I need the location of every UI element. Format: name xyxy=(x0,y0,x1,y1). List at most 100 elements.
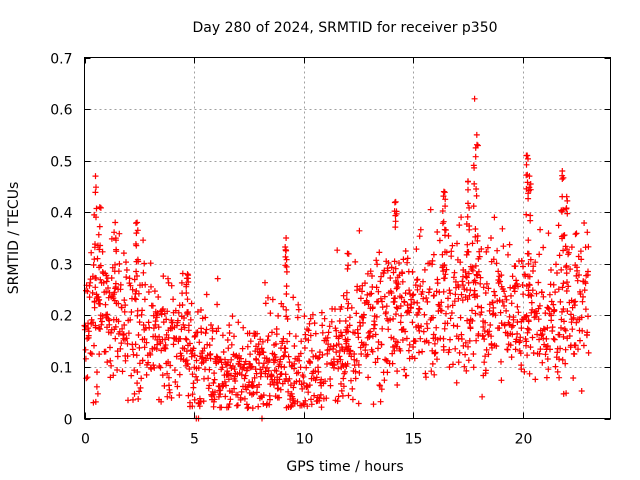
data-point xyxy=(523,172,530,179)
data-point xyxy=(102,301,109,308)
data-point xyxy=(397,319,404,326)
data-point xyxy=(577,248,584,255)
data-point xyxy=(418,323,425,330)
data-point xyxy=(87,350,94,357)
data-point xyxy=(344,305,351,312)
data-point xyxy=(585,349,592,356)
data-point xyxy=(234,391,241,398)
data-point xyxy=(383,303,390,310)
data-point xyxy=(562,346,569,353)
data-point xyxy=(141,344,148,351)
data-point xyxy=(377,398,384,405)
data-point xyxy=(191,396,198,403)
data-point xyxy=(556,331,563,338)
data-point xyxy=(524,352,531,359)
data-point xyxy=(444,320,451,327)
data-point xyxy=(492,292,498,299)
data-point xyxy=(563,205,570,212)
data-point xyxy=(463,274,470,281)
data-point xyxy=(372,331,379,338)
data-point xyxy=(283,283,290,290)
data-point xyxy=(184,296,191,303)
data-point xyxy=(578,388,585,394)
data-point xyxy=(112,335,119,342)
data-point xyxy=(154,310,161,317)
data-point xyxy=(282,345,289,352)
data-point xyxy=(483,248,490,255)
data-point xyxy=(513,280,520,287)
data-point xyxy=(245,404,252,411)
data-point xyxy=(282,247,289,254)
data-point xyxy=(91,342,97,349)
data-point xyxy=(141,296,148,303)
data-point xyxy=(141,260,148,267)
data-point xyxy=(572,231,579,238)
data-point xyxy=(476,253,483,260)
data-point xyxy=(148,283,154,290)
data-point xyxy=(462,273,469,280)
data-point xyxy=(416,306,423,313)
data-point xyxy=(92,284,99,291)
data-point xyxy=(379,298,385,305)
data-point xyxy=(392,224,399,231)
data-point xyxy=(571,351,578,357)
data-point xyxy=(548,317,555,324)
data-point xyxy=(563,270,570,277)
data-point xyxy=(566,333,573,339)
data-point xyxy=(137,384,144,391)
data-point xyxy=(542,310,549,317)
data-point xyxy=(356,369,363,376)
data-point xyxy=(305,337,312,344)
data-point xyxy=(343,289,350,296)
data-point xyxy=(447,315,454,322)
data-point xyxy=(527,344,534,351)
data-point xyxy=(298,338,305,345)
data-point xyxy=(228,341,235,348)
data-point xyxy=(281,364,288,371)
data-point xyxy=(384,369,391,376)
data-point xyxy=(385,260,392,266)
data-point xyxy=(401,299,408,306)
data-point xyxy=(219,364,226,371)
data-point xyxy=(133,352,140,359)
data-point xyxy=(523,283,530,289)
data-point xyxy=(373,313,380,320)
data-point xyxy=(466,226,473,233)
data-point xyxy=(447,336,453,343)
data-point xyxy=(167,362,174,369)
data-point xyxy=(182,335,189,342)
data-point xyxy=(542,351,549,358)
data-point xyxy=(555,222,562,229)
data-point xyxy=(401,366,408,373)
data-point xyxy=(276,394,283,401)
data-point xyxy=(482,319,489,326)
data-point xyxy=(399,270,406,277)
data-point xyxy=(538,289,545,296)
data-point xyxy=(317,379,324,386)
data-point xyxy=(121,297,128,304)
data-point xyxy=(372,359,379,366)
data-point xyxy=(108,329,114,336)
data-point xyxy=(534,310,540,317)
data-point xyxy=(102,348,109,355)
data-point xyxy=(562,360,569,367)
data-point xyxy=(572,342,579,349)
data-point xyxy=(211,396,218,403)
data-point xyxy=(206,342,213,349)
data-point xyxy=(470,351,477,357)
data-point xyxy=(309,311,316,318)
data-point xyxy=(318,309,325,316)
data-point xyxy=(352,375,359,382)
data-point xyxy=(409,292,416,299)
data-point xyxy=(253,356,260,363)
data-point xyxy=(430,251,437,258)
data-point xyxy=(517,334,524,341)
data-point xyxy=(324,361,330,367)
data-point xyxy=(168,282,175,289)
data-point xyxy=(394,368,401,375)
data-point xyxy=(345,392,352,399)
data-point xyxy=(240,364,247,371)
data-point xyxy=(115,318,122,325)
data-point xyxy=(123,274,130,281)
data-point xyxy=(162,336,168,343)
